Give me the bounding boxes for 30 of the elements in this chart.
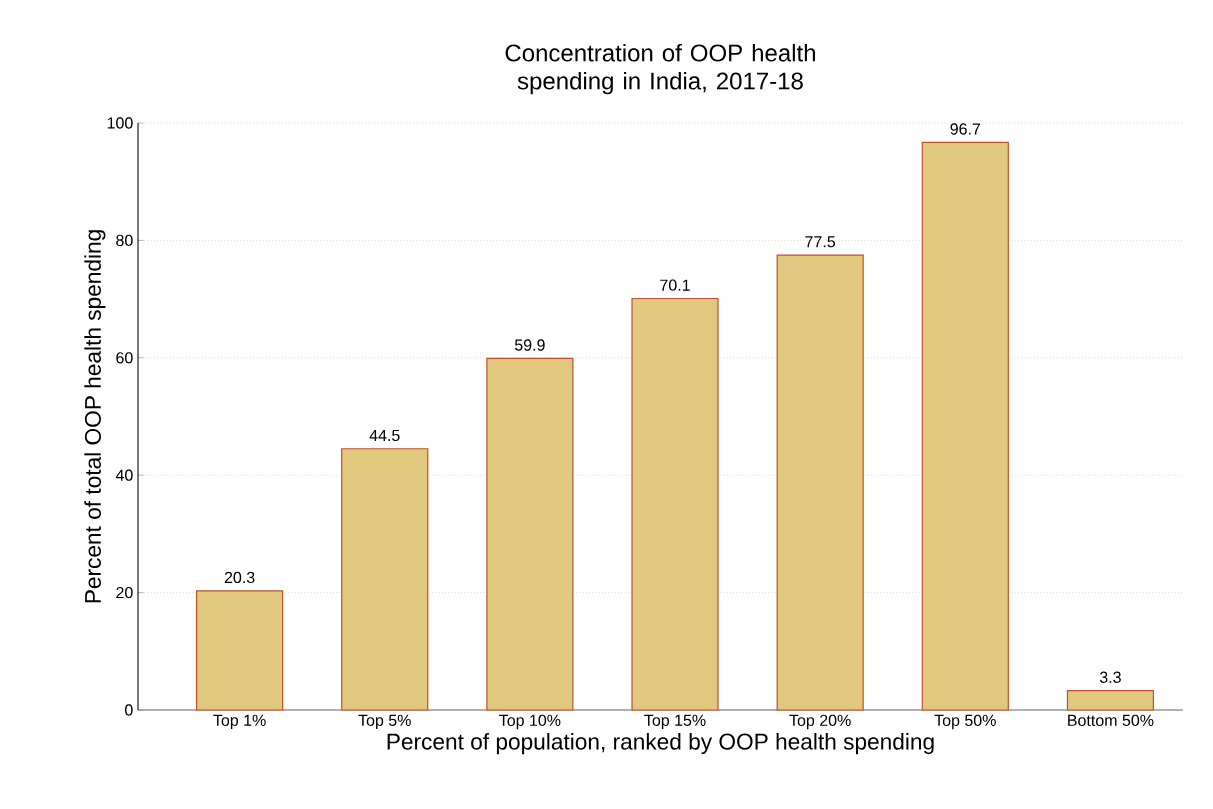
y-tick-label: 20 [116, 586, 133, 599]
x-tick-label: Top 15% [644, 714, 706, 730]
x-tick-label: Top 20% [789, 714, 851, 730]
bar [341, 448, 429, 711]
data-label: 59.9 [514, 339, 545, 351]
x-tick-label: Top 5% [358, 714, 411, 730]
data-label: 20.3 [224, 571, 255, 584]
y-tick-label: 60 [116, 352, 133, 364]
data-label: 3.3 [1099, 671, 1121, 683]
x-tick-label: Top 10% [499, 714, 561, 730]
y-tick-label: 100 [107, 117, 133, 129]
y-tick-label: 0 [125, 704, 133, 716]
x-axis-title: Percent of population, ranked by OOP health spending [387, 733, 934, 755]
x-tick-label: Bottom 50% [1068, 714, 1154, 727]
y-tick-label: 40 [115, 469, 133, 481]
bar [921, 141, 1009, 711]
bar [776, 254, 864, 711]
chart-title: Concentration of OOP health spending in India, 2017-18 [505, 43, 815, 95]
y-tick-label: 80 [116, 234, 133, 247]
x-tick-label: Top 50% [934, 714, 996, 730]
bar [1066, 690, 1155, 711]
bar [196, 590, 284, 711]
bar [631, 297, 719, 711]
data-label: 44.5 [369, 429, 400, 442]
x-tick-label: Top 1% [213, 714, 266, 730]
data-label: 70.1 [660, 279, 690, 291]
bar [486, 357, 574, 711]
data-label: 77.5 [805, 236, 836, 248]
data-label: 96.7 [950, 123, 981, 135]
y-axis-title: Percent of total OOP health spending [84, 230, 106, 603]
